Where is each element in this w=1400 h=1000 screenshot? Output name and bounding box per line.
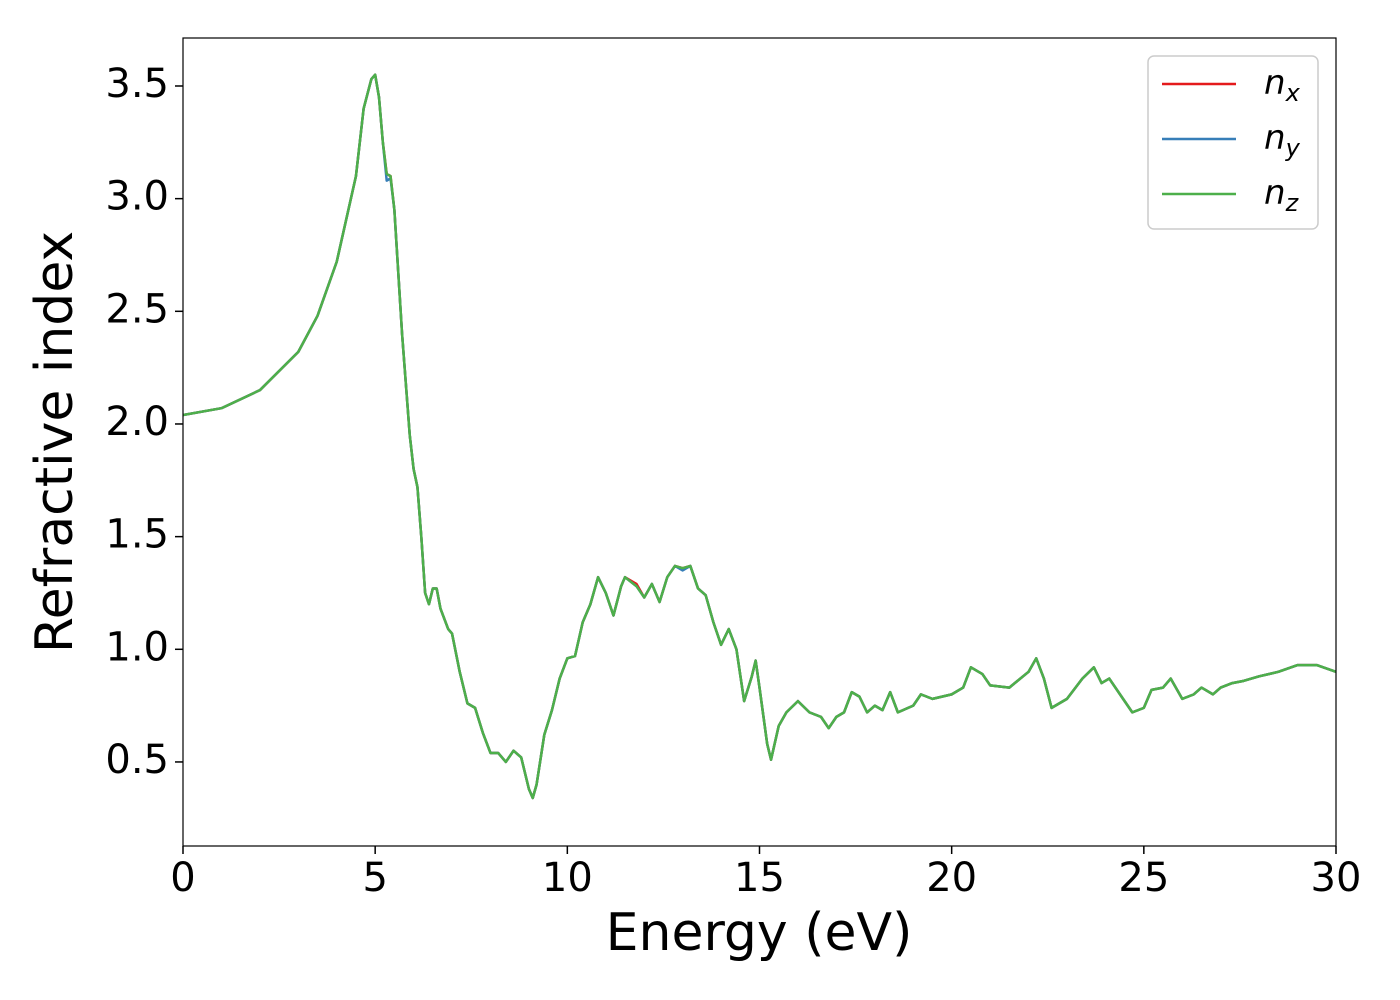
legend-label: ny	[1264, 118, 1301, 163]
y-tick-label: 2.5	[105, 286, 169, 332]
plot-frame	[182, 37, 1337, 847]
y-tick-label: 1.0	[105, 624, 169, 670]
y-tick-label: 3.0	[105, 174, 169, 220]
legend-symbol: n	[1264, 63, 1286, 103]
legend-label: nz	[1264, 173, 1300, 218]
y-axis-label: Refractive index	[25, 231, 85, 653]
x-tick-label: 15	[734, 855, 785, 901]
series-line	[183, 73, 1336, 800]
x-tick-label: 30	[1311, 855, 1362, 901]
legend-label: nx	[1264, 63, 1301, 108]
x-tick-label: 0	[170, 855, 195, 901]
x-tick-label: 5	[362, 855, 387, 901]
legend-subscript: x	[1285, 79, 1301, 107]
x-tick-label: 20	[926, 855, 977, 901]
legend-subscript: y	[1285, 134, 1301, 162]
legend-subscript: z	[1285, 189, 1300, 217]
y-tick-label: 0.5	[105, 737, 169, 783]
legend-symbol: n	[1264, 118, 1286, 158]
legend-symbol: n	[1264, 173, 1286, 213]
legend-box	[1147, 55, 1319, 230]
y-tick-label: 3.5	[105, 61, 169, 107]
x-tick-label: 25	[1118, 855, 1169, 901]
y-tick-label: 1.5	[105, 512, 169, 558]
x-tick-label: 10	[542, 855, 593, 901]
x-axis-label: Energy (eV)	[606, 903, 913, 963]
y-tick-label: 2.0	[105, 399, 169, 445]
